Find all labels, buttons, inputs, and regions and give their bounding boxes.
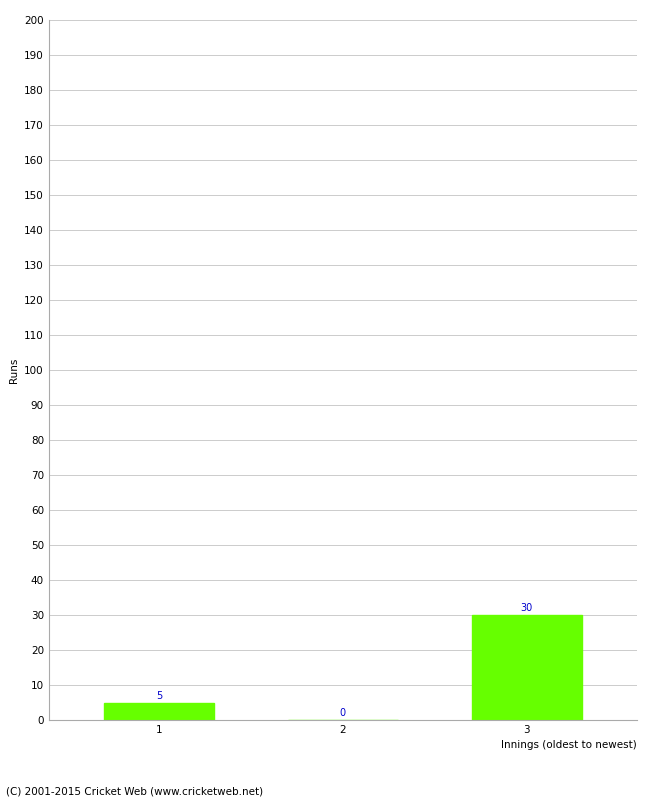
Text: 5: 5 [156, 690, 162, 701]
Text: (C) 2001-2015 Cricket Web (www.cricketweb.net): (C) 2001-2015 Cricket Web (www.cricketwe… [6, 786, 264, 796]
Bar [104, 702, 214, 720]
X-axis label: Innings (oldest to newest): Innings (oldest to newest) [501, 741, 637, 750]
Y-axis label: Runs: Runs [8, 358, 19, 382]
Text: 30: 30 [521, 603, 533, 614]
Text: 0: 0 [340, 708, 346, 718]
Bar [471, 615, 582, 720]
